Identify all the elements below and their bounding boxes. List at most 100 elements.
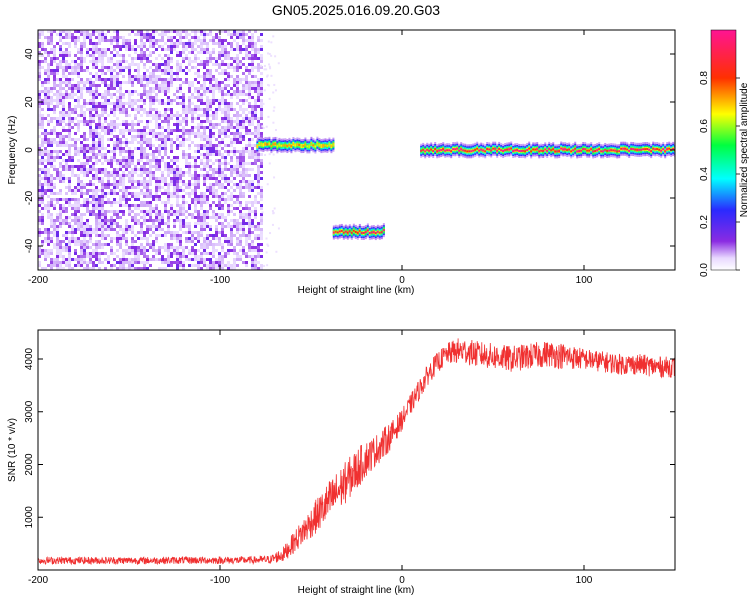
heatmap-cell (83, 225, 86, 228)
heatmap-cell (80, 48, 83, 51)
heatmap-cell (131, 246, 134, 249)
heatmap-cell (83, 237, 86, 240)
heatmap-cell (161, 78, 164, 81)
heatmap-cell (257, 255, 260, 258)
heatmap-cell (248, 54, 251, 57)
heatmap-cell (86, 252, 89, 255)
heatmap-cell (113, 156, 116, 159)
heatmap-cell (44, 141, 47, 144)
heatmap-cell (104, 228, 107, 231)
heatmap-cell (239, 213, 242, 216)
heatmap-cell (212, 255, 215, 258)
heatmap-cell (233, 219, 236, 222)
heatmap-cell (59, 267, 62, 270)
heatmap-cell (107, 210, 110, 213)
heatmap-cell (110, 111, 113, 114)
heatmap-cell (233, 234, 236, 237)
heatmap-cell (254, 132, 257, 135)
heatmap-cell (56, 150, 59, 153)
heatmap-cell (206, 267, 209, 270)
heatmap-cell (233, 69, 236, 72)
heatmap-cell (242, 48, 245, 51)
heatmap-cell (47, 105, 50, 108)
heatmap-cell (131, 174, 134, 177)
heatmap-cell (41, 177, 44, 180)
heatmap-cell (80, 261, 83, 264)
heatmap-cell (194, 150, 197, 153)
heatmap-cell (56, 171, 59, 174)
heatmap-cell (209, 192, 212, 195)
heatmap-cell (47, 231, 50, 234)
heatmap-cell (155, 30, 158, 33)
heatmap-cell (143, 183, 146, 186)
heatmap-cell (245, 84, 248, 87)
heatmap-cell (41, 120, 44, 123)
heatmap-cell (116, 39, 119, 42)
heatmap-cell (158, 147, 161, 150)
heatmap-cell (86, 168, 89, 171)
heatmap-cell (206, 75, 209, 78)
heatmap-cell (224, 216, 227, 219)
heatmap-cell (74, 228, 77, 231)
heatmap-cell (155, 168, 158, 171)
heatmap-cell (41, 168, 44, 171)
heatmap-cell (146, 111, 149, 114)
heatmap-cell (113, 30, 116, 33)
heatmap-cell (176, 66, 179, 69)
heatmap-cell (185, 78, 188, 81)
heatmap-cell (47, 30, 50, 33)
heatmap-cell (260, 237, 263, 240)
heatmap-cell (95, 114, 98, 117)
heatmap-cell (185, 162, 188, 165)
heatmap-cell (245, 75, 248, 78)
heatmap-cell (98, 150, 101, 153)
heatmap-cell (212, 90, 215, 93)
heatmap-cell (62, 75, 65, 78)
heatmap-cell (107, 129, 110, 132)
heatmap-cell (164, 120, 167, 123)
heatmap-cell (278, 143, 281, 146)
heatmap-cell (206, 225, 209, 228)
heatmap-cell (68, 135, 71, 138)
heatmap-cell (53, 30, 56, 33)
heatmap-cell (212, 51, 215, 54)
heatmap-cell (164, 114, 167, 117)
heatmap-cell (86, 234, 89, 237)
heatmap-cell (113, 264, 116, 267)
heatmap-cell (80, 90, 83, 93)
heatmap-cell (116, 54, 119, 57)
heatmap-cell (125, 60, 128, 63)
heatmap-cell (176, 195, 179, 198)
heatmap-cell (47, 138, 50, 141)
heatmap-cell (92, 147, 95, 150)
heatmap-cell (221, 177, 224, 180)
heatmap-cell (59, 66, 62, 69)
heatmap-cell (173, 156, 176, 159)
heatmap-cell (50, 222, 53, 225)
heatmap-cell (83, 234, 86, 237)
heatmap-cell (227, 183, 230, 186)
heatmap-cell (98, 171, 101, 174)
heatmap-cell (125, 108, 128, 111)
heatmap-cell (227, 111, 230, 114)
heatmap-cell (110, 132, 113, 135)
heatmap-cell (140, 261, 143, 264)
spectrogram-y-tick-label: 0 (24, 147, 35, 153)
heatmap-cell (167, 243, 170, 246)
heatmap-cell (152, 132, 155, 135)
heatmap-cell (248, 234, 251, 237)
heatmap-cell (260, 249, 263, 252)
heatmap-cell (182, 150, 185, 153)
heatmap-cell (242, 138, 245, 141)
heatmap-cell (83, 102, 86, 105)
heatmap-cell (134, 180, 137, 183)
heatmap-cell (188, 99, 191, 102)
heatmap-cell (116, 162, 119, 165)
heatmap-cell (227, 180, 230, 183)
heatmap-cell (224, 192, 227, 195)
heatmap-cell (134, 207, 137, 210)
heatmap-cell (227, 225, 230, 228)
heatmap-cell (50, 33, 53, 36)
heatmap-cell (268, 52, 271, 55)
heatmap-cell (80, 225, 83, 228)
